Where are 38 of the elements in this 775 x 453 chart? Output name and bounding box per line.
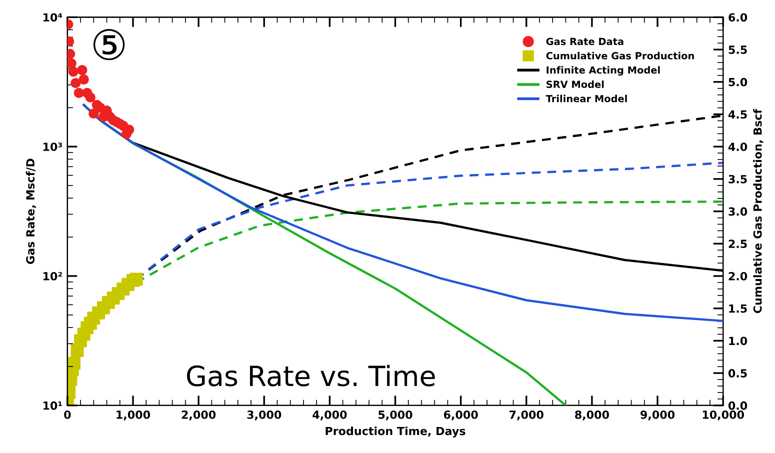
y2-tick-label: 1.0: [729, 336, 748, 346]
x-tick-label: 8,000: [575, 410, 609, 420]
y-tick-label: 10²: [43, 272, 62, 280]
legend-label: Infinite Acting Model: [546, 66, 660, 76]
x-tick-label: 7,000: [510, 410, 544, 420]
x-tick-label: 1,000: [116, 410, 150, 420]
y2-tick-label: 6.0: [728, 13, 748, 22]
legend-label: Cumulative Gas Production: [546, 52, 694, 60]
y2-tick-label: 3.0: [728, 207, 748, 216]
annotation: ⑤: [93, 29, 125, 60]
y2-tick-label: 1.5: [729, 304, 747, 313]
y2-tick-label: 5.0: [728, 78, 748, 86]
legend-label: Trilinear Model: [546, 94, 627, 102]
x-tick-label: 10,000: [702, 410, 744, 420]
legend-label: Gas Rate Data: [546, 38, 624, 46]
y-tick-label: 10³: [43, 142, 62, 151]
x-axis-title: Production Time, Days: [326, 426, 466, 438]
y2-tick-label: 2.5: [728, 240, 747, 248]
x-tick-label: 2,000: [182, 410, 216, 420]
x-tick-label: 3,000: [247, 410, 282, 420]
x-tick-label: 9,000: [640, 410, 675, 420]
y2-tick-label: 0.5: [728, 369, 747, 378]
y2-tick-label: 3.5: [728, 174, 747, 184]
y2-axis-title: Cumulative Gas Production, Bscf: [753, 108, 764, 314]
x-tick-label: 4,000: [312, 410, 347, 420]
y-axis-title: Gas Rate, Mscf/D: [26, 158, 36, 264]
y2-tick-label: 2.0: [728, 272, 748, 280]
y2-tick-label: 0.0: [728, 401, 748, 410]
y2-tick-label: 4.0: [728, 142, 748, 151]
text: Gas Rate vs. Time: [187, 364, 435, 386]
x-tick-label: 5,000: [378, 410, 412, 420]
legend-label: SRV Model: [546, 80, 604, 88]
x-tick-label: 6,000: [444, 410, 478, 420]
x-tick-label: 0: [64, 410, 71, 419]
y-tick-label: 10¹: [43, 401, 62, 410]
y-tick-label: 10⁴: [43, 13, 62, 22]
y2-tick-label: 4.5: [728, 110, 747, 119]
y2-tick-label: 5.5: [728, 46, 747, 54]
